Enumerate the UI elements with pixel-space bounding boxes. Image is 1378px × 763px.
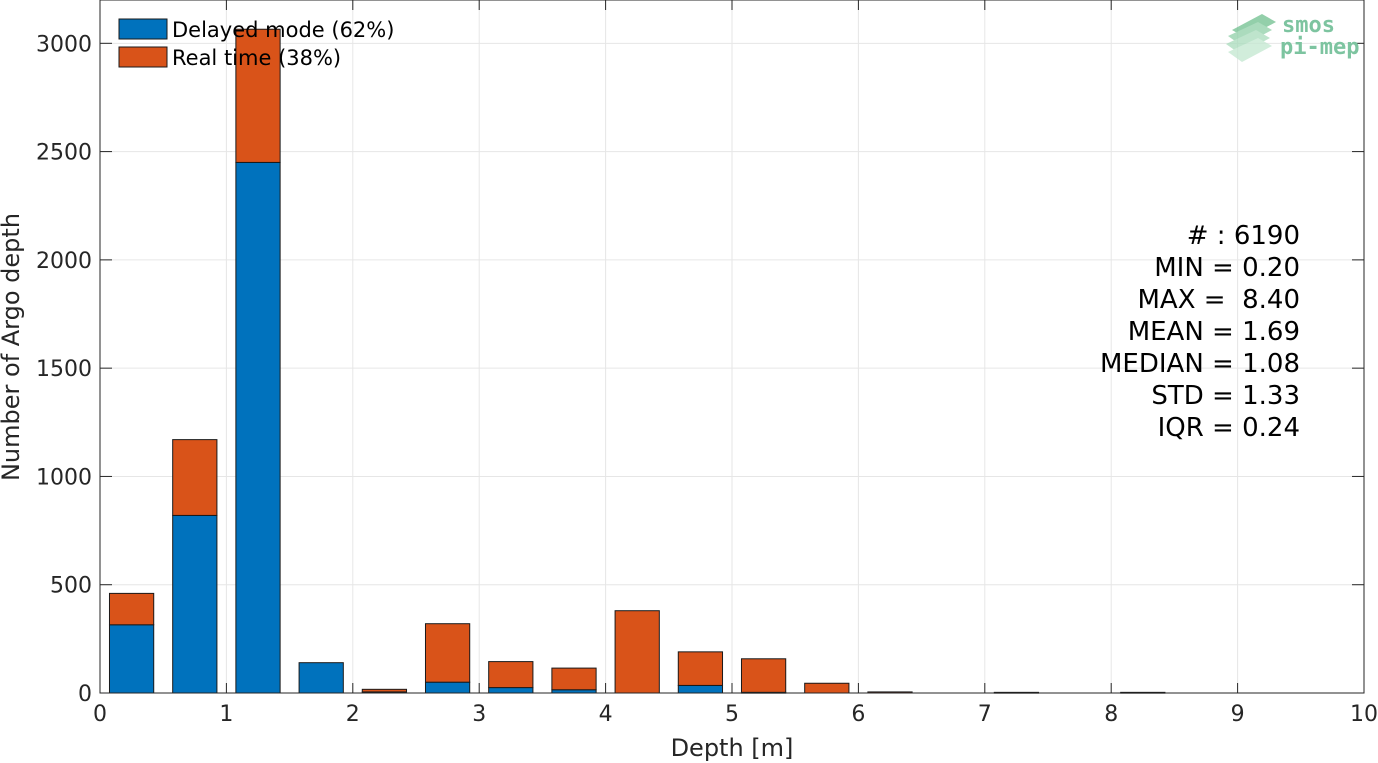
x-tick-label: 2 (346, 702, 360, 727)
y-tick-label: 500 (50, 574, 92, 599)
stat-mean: MEAN = 1.69 (1128, 317, 1300, 347)
y-tick-label: 1000 (36, 465, 92, 490)
x-tick-label: 6 (851, 702, 865, 727)
x-tick-label: 0 (93, 702, 107, 727)
y-tick-label: 2500 (36, 141, 92, 166)
legend-swatch-delayed (118, 18, 168, 40)
y-tick-label: 0 (78, 682, 92, 707)
bar-real-time (740, 658, 787, 693)
logo-text-smos: smos (1282, 13, 1335, 38)
legend: Delayed mode (62%) Real time (38%) (118, 18, 394, 70)
bar-real-time (361, 688, 408, 693)
stat-min: MIN = 0.20 (1154, 253, 1300, 283)
bar-real-time (172, 439, 218, 516)
bar-real-time (424, 623, 471, 683)
smos-pimep-logo: smos pi-mep (1226, 13, 1359, 62)
legend-label-realtime: Real time (38%) (172, 46, 341, 70)
stat-median: MEDIAN = 1.08 (1100, 349, 1300, 379)
x-tick-label: 3 (472, 702, 486, 727)
bar-delayed-mode (172, 514, 218, 694)
y-tick-label: 2000 (36, 249, 92, 274)
legend-swatch-realtime (118, 46, 168, 68)
legend-label-delayed: Delayed mode (62%) (172, 18, 394, 42)
bar-real-time (488, 661, 534, 689)
x-ticks: 0 1 2 3 4 5 6 7 8 9 10 (93, 0, 1378, 727)
x-tick-label: 10 (1350, 702, 1378, 727)
y-axis-label: Number of Argo depth (0, 213, 25, 481)
bar-real-time (677, 651, 724, 686)
y-tick-label: 1500 (36, 357, 92, 382)
x-tick-label: 5 (725, 702, 739, 727)
bar-real-time (235, 28, 281, 163)
stat-count: # : 6190 (1187, 221, 1300, 251)
bar-delayed-mode (488, 687, 534, 694)
bar-delayed-mode (235, 161, 281, 694)
x-axis-label: Depth [m] (671, 734, 794, 762)
bar-real-time (614, 610, 660, 694)
logo-text-pimep: pi-mep (1280, 35, 1359, 60)
stat-iqr: IQR = 0.24 (1158, 413, 1300, 443)
stat-max: MAX = 8.40 (1138, 285, 1301, 315)
bar-stacks (108, 28, 1166, 694)
logo-icon (1226, 14, 1276, 62)
x-tick-label: 7 (978, 702, 992, 727)
bar-delayed-mode (108, 624, 155, 694)
statistics-box: # : 6190 MIN = 0.20 MAX = 8.40 MEAN = 1.… (1100, 221, 1300, 443)
x-tick-label: 4 (599, 702, 613, 727)
x-tick-label: 8 (1104, 702, 1118, 727)
bar-real-time (108, 592, 155, 626)
bar-delayed-mode (424, 681, 471, 694)
bar-real-time (804, 682, 850, 694)
bar-delayed-mode (677, 684, 724, 694)
bar-real-time (551, 667, 597, 691)
y-tick-label: 3000 (36, 32, 92, 57)
x-tick-label: 1 (219, 702, 233, 727)
y-ticks: 0 500 1000 1500 2000 2500 3000 (36, 32, 1364, 707)
x-tick-label: 9 (1231, 702, 1245, 727)
stat-std: STD = 1.33 (1151, 381, 1300, 411)
bar-delayed-mode (298, 662, 344, 694)
